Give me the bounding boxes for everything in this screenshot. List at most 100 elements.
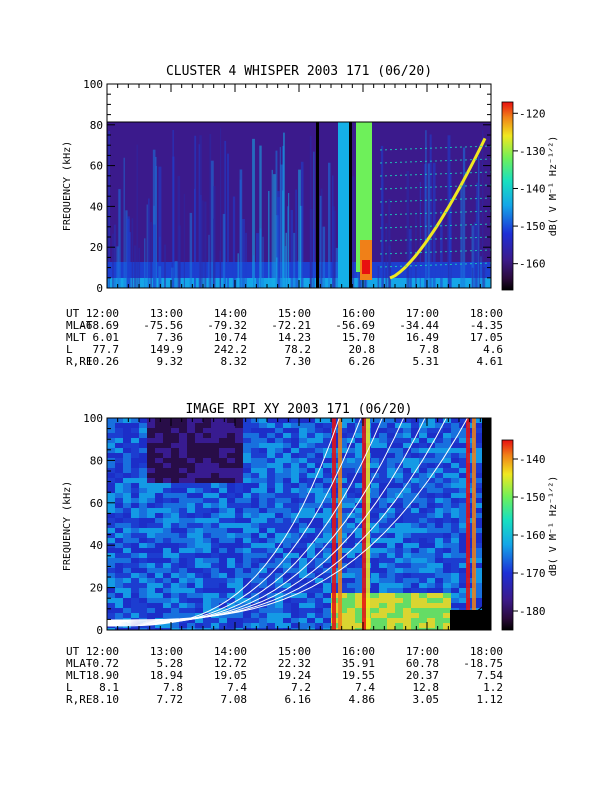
spectral-cell xyxy=(179,493,187,498)
spectral-cell xyxy=(227,623,235,628)
spectral-cell xyxy=(123,438,131,443)
spectral-cell xyxy=(379,503,387,508)
spectral-cell xyxy=(163,428,171,433)
spectral-cell xyxy=(347,463,355,468)
spectral-cell xyxy=(299,538,307,543)
spectral-cell xyxy=(107,588,115,593)
spectral-cell xyxy=(395,458,403,463)
spectral-cell xyxy=(419,453,427,458)
spectral-streak xyxy=(131,218,134,288)
spectral-cell xyxy=(283,588,291,593)
spectral-cell xyxy=(219,493,227,498)
spectral-streak xyxy=(222,213,226,288)
spectral-cell xyxy=(163,443,171,448)
spectral-cell xyxy=(219,568,227,573)
spectral-cell xyxy=(307,468,315,473)
spectral-cell xyxy=(235,603,243,608)
spectral-cell xyxy=(395,533,403,538)
spectral-cell xyxy=(315,583,323,588)
ephemeris-row-label: UT xyxy=(66,307,80,320)
data-gap xyxy=(349,122,352,288)
spectral-streak xyxy=(471,267,474,288)
spectral-cell xyxy=(427,468,435,473)
spectral-cell xyxy=(475,548,483,553)
spectral-cell xyxy=(171,493,179,498)
spectral-cell xyxy=(259,483,267,488)
spectral-cell xyxy=(139,488,147,493)
spectral-cell xyxy=(123,538,131,543)
spectral-cell xyxy=(291,598,299,603)
spectral-cell xyxy=(427,548,435,553)
spectral-cell xyxy=(419,473,427,478)
spectral-streak xyxy=(128,232,131,288)
spectral-cell xyxy=(171,613,179,618)
ephemeris-value: 7.72 xyxy=(157,693,184,706)
spectral-streak xyxy=(296,260,299,288)
spectral-cell xyxy=(299,448,307,453)
spectral-cell xyxy=(267,478,275,483)
spectral-cell xyxy=(139,568,147,573)
spectral-cell xyxy=(291,453,299,458)
spectral-cell xyxy=(355,418,363,423)
spectral-cell xyxy=(259,503,267,508)
panel-cluster-whisper: CLUSTER 4 WHISPER 2003 171 (06/20) 02040… xyxy=(62,64,559,368)
spectral-cell xyxy=(323,428,331,433)
spectral-cell xyxy=(459,458,467,463)
spectral-cell xyxy=(171,578,179,583)
ephemeris-value: 8.10 xyxy=(93,693,120,706)
ephemeris-value: 10.74 xyxy=(214,331,247,344)
spectral-cell xyxy=(227,568,235,573)
spectral-cell xyxy=(291,483,299,488)
spectral-cell xyxy=(387,553,395,558)
y-axis-label: FREQUENCY (kHz) xyxy=(62,481,73,571)
spectral-cell xyxy=(275,538,283,543)
spectral-cell xyxy=(355,583,363,588)
spectral-cell xyxy=(403,628,411,630)
spectral-cell xyxy=(323,628,331,630)
spectral-streak xyxy=(208,234,210,288)
spectral-cell xyxy=(227,533,235,538)
spectral-cell xyxy=(115,578,123,583)
ephemeris-value: 18.94 xyxy=(150,669,183,682)
spectral-cell xyxy=(339,428,347,433)
ephemeris-value: 7.4 xyxy=(227,681,247,694)
spectral-cell xyxy=(171,528,179,533)
spectral-cell xyxy=(139,613,147,618)
spectral-streak xyxy=(177,175,181,288)
spectral-cell xyxy=(379,613,387,618)
spectral-cell xyxy=(123,513,131,518)
spectral-cell xyxy=(371,423,379,428)
spectral-cell xyxy=(387,458,395,463)
spectral-cell xyxy=(235,493,243,498)
spectral-cell xyxy=(123,508,131,513)
spectral-cell xyxy=(379,623,387,628)
spectral-cell xyxy=(131,453,139,458)
spectral-cell xyxy=(411,538,419,543)
spectral-cell xyxy=(299,513,307,518)
spectral-cell xyxy=(299,523,307,528)
spectral-streak xyxy=(279,147,281,288)
spectral-cell xyxy=(307,483,315,488)
spectral-cell xyxy=(243,523,251,528)
spectral-cell xyxy=(427,588,435,593)
spectral-cell xyxy=(195,508,203,513)
data-gap xyxy=(450,610,482,630)
spectral-cell xyxy=(195,578,203,583)
spectral-cell xyxy=(267,613,275,618)
spectral-cell xyxy=(315,608,323,613)
spectral-cell xyxy=(371,458,379,463)
harmonic-band xyxy=(379,236,491,242)
spectral-cell xyxy=(123,468,131,473)
spectral-cell xyxy=(315,543,323,548)
spectral-cell xyxy=(387,618,395,623)
spectral-cell xyxy=(467,433,475,438)
spectral-streak xyxy=(224,140,227,288)
spectral-cell xyxy=(395,423,403,428)
spectral-cell xyxy=(315,538,323,543)
spectral-cell xyxy=(163,483,171,488)
spectral-cell xyxy=(427,618,435,623)
spectral-cell xyxy=(259,488,267,493)
spectral-cell xyxy=(227,453,235,458)
spectral-cell xyxy=(315,628,323,630)
spectral-cell xyxy=(395,578,403,583)
